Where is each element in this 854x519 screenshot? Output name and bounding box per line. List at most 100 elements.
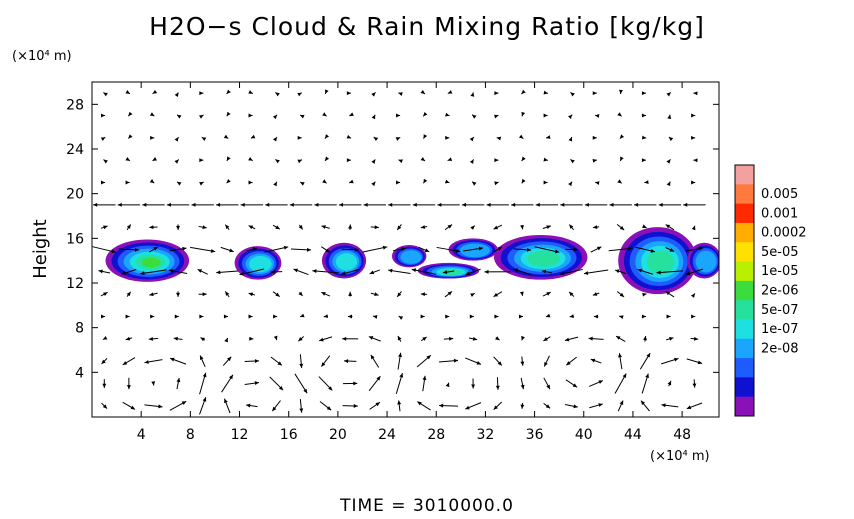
wind-vector-head: [223, 134, 229, 139]
wind-vector-head: [297, 159, 302, 164]
wind-vector-head: [666, 314, 671, 319]
wind-vector-head: [469, 159, 474, 164]
y-tick-label: 8: [75, 321, 84, 337]
wind-vector-head: [102, 404, 108, 409]
wind-vector-head: [445, 382, 450, 388]
wind-vector-head: [471, 384, 476, 389]
wind-vector-head: [342, 336, 347, 341]
wind-vector-head: [596, 246, 602, 251]
wind-vector-head: [420, 89, 425, 94]
wind-vector-head: [375, 402, 380, 407]
wind-vector-head: [423, 134, 428, 139]
wind-vector-head: [382, 245, 388, 250]
wind-vector-head: [199, 314, 204, 319]
wind-vector-head: [226, 156, 231, 161]
wind-vector-head: [347, 314, 353, 319]
colorbar-swatch: [735, 338, 754, 359]
wind-vector-head: [543, 113, 548, 118]
y-tick-label: 24: [66, 142, 84, 158]
wind-vector-head: [240, 202, 245, 207]
colorbar-label: 0.005: [761, 187, 798, 202]
wind-vector-head: [568, 114, 573, 119]
wind-vector-head: [101, 359, 106, 364]
wind-vector: [190, 246, 216, 253]
wind-vector-head: [693, 158, 698, 163]
wind-vector-head: [125, 336, 131, 341]
wind-vector-head: [174, 137, 179, 142]
wind-vector-head: [150, 135, 155, 140]
wind-vector-head: [637, 268, 642, 273]
wind-vector: [239, 268, 265, 276]
wind-vector-head: [520, 384, 525, 390]
wind-vector-head: [445, 112, 450, 117]
wind-vector-head: [661, 403, 666, 408]
x-tick-label: 8: [186, 427, 195, 443]
wind-vector-head: [272, 114, 278, 120]
wind-vector-head: [472, 181, 477, 186]
wind-vector-head: [298, 225, 303, 230]
wind-vector-head: [225, 291, 230, 296]
wind-vector-head: [424, 248, 430, 252]
wind-vector-head: [447, 90, 453, 94]
wind-vector-head: [246, 403, 251, 408]
wind-vector-head: [665, 224, 671, 229]
wind-vector-head: [568, 181, 573, 187]
wind-vector-head: [322, 179, 327, 184]
wind-vector-head: [346, 91, 351, 96]
wind-vector-head: [665, 291, 671, 296]
wind-vector-head: [619, 225, 625, 230]
wind-vector-head: [445, 314, 450, 319]
wind-vector-head: [338, 202, 344, 207]
wind-vector-head: [669, 247, 675, 252]
wind-vector-head: [470, 293, 475, 297]
wind-vector-head: [423, 178, 428, 184]
wind-vector-head: [239, 271, 244, 276]
colorbar-label: 2e-06: [761, 284, 799, 299]
colorbar-swatch: [735, 319, 754, 340]
wind-vector-head: [598, 403, 603, 407]
wind-vector-head: [691, 135, 696, 140]
y-tick-label: 12: [66, 276, 84, 292]
colorbar-label: 1e-05: [761, 264, 799, 279]
wind-vector-head: [202, 225, 207, 230]
wind-vector-head: [494, 314, 499, 319]
chart-title: H2O−s Cloud & Rain Mixing Ratio [kg/kg]: [149, 12, 705, 41]
wind-vector-head: [546, 225, 551, 229]
plot-frame: [91, 81, 720, 418]
wind-vector-head: [569, 314, 574, 319]
wind-vector-head: [570, 92, 575, 97]
cloud-contour: [646, 250, 675, 274]
wind-vector-head: [619, 315, 624, 320]
wind-vector-head: [371, 92, 376, 97]
wind-vector: [534, 246, 560, 253]
wind-vector-head: [693, 336, 699, 341]
wind-vector-head: [149, 225, 154, 230]
time-label: TIME = 3010000.0: [340, 496, 514, 516]
wind-vector-head: [152, 89, 158, 94]
wind-vector-head: [535, 202, 540, 207]
wind-vector-head: [216, 270, 221, 275]
wind-vector-head: [128, 111, 133, 117]
wind-vector-head: [102, 335, 108, 340]
wind-vector-head: [98, 269, 103, 274]
wind-vector-head: [644, 180, 649, 185]
wind-vector-head: [270, 269, 275, 274]
wind-vector-head: [200, 337, 205, 342]
wind-vector-head: [545, 313, 551, 318]
wind-vector-head: [546, 292, 551, 296]
wind-vector-head: [520, 404, 525, 409]
wind-vector-head: [642, 292, 647, 297]
wind-vector-head: [202, 372, 207, 378]
cloud-contour: [459, 243, 490, 258]
wind-vector-head: [149, 179, 155, 184]
y-axis-unit: (×10⁴ m): [12, 49, 72, 64]
x-tick-label: 48: [673, 427, 691, 443]
wind-vector-head: [593, 225, 598, 229]
wind-vector-head: [297, 135, 302, 140]
colorbar-label: 1e-07: [761, 322, 799, 337]
wind-vector-head: [554, 249, 560, 254]
wind-vector-head: [423, 111, 428, 117]
wind-vector-head: [144, 360, 149, 364]
wind-vector-head: [683, 202, 688, 207]
